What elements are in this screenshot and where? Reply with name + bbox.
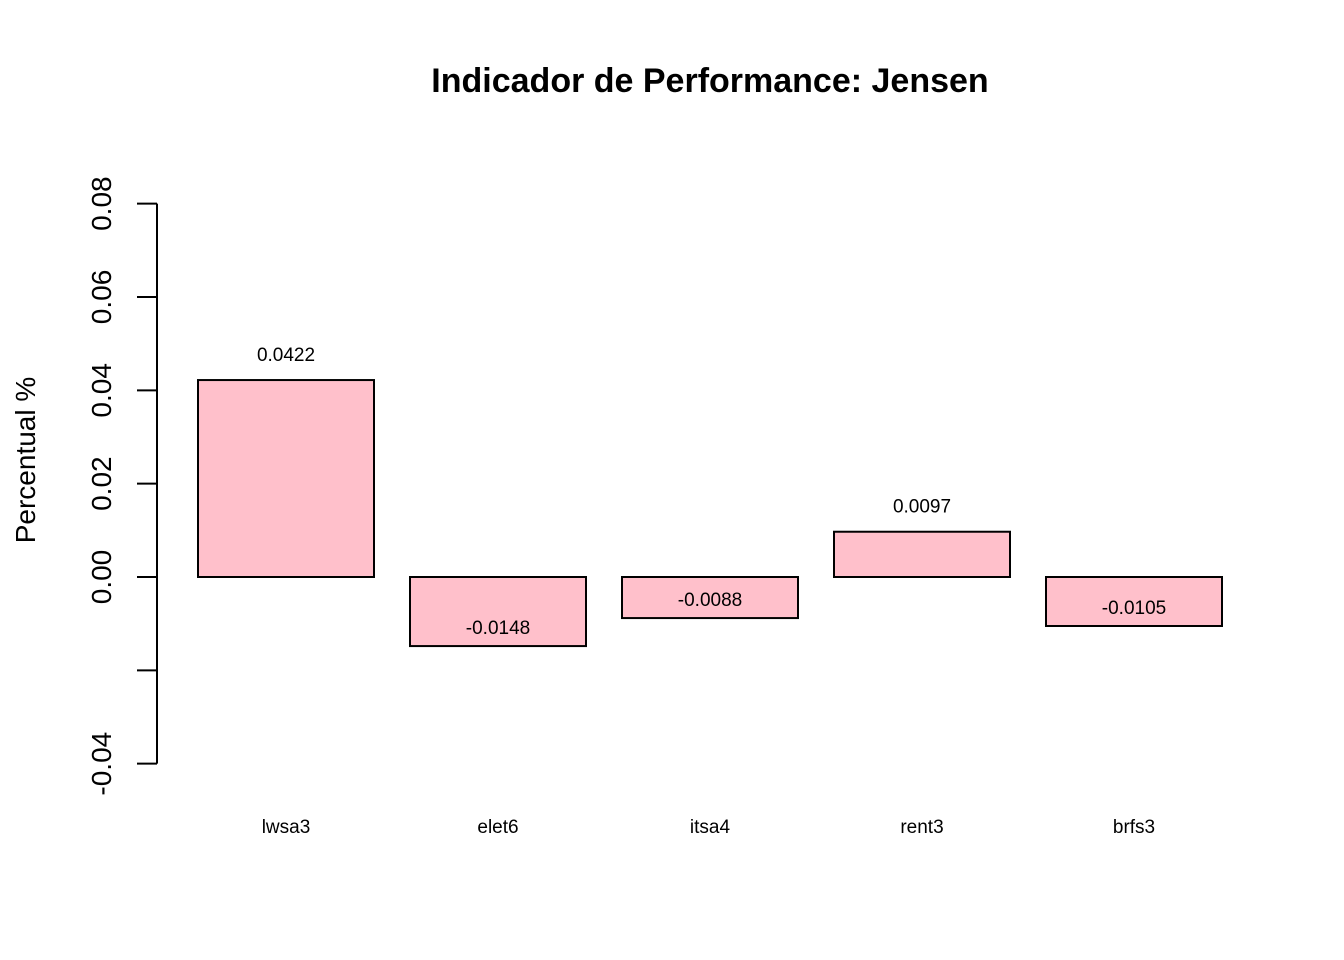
y-axis: -0.04 0.00 0.02 0.04 0.06 0.08 [86,176,158,796]
y-tick-label: 0.00 [86,550,117,605]
bar-rent3 [833,530,1011,579]
y-axis-label: Percentual % [10,377,41,544]
data-label-lwsa3: 0.0422 [257,345,315,366]
category-label-rent3: rent3 [900,817,943,838]
y-tick-label: 0.06 [86,270,117,325]
data-labels-group: 0.0422 -0.0148 -0.0088 0.0097 -0.0105 [257,345,1166,639]
category-label-itsa4: itsa4 [690,817,731,838]
bar-lwsa3 [197,379,375,579]
chart-title: Indicador de Performance: Jensen [431,62,988,100]
y-tick-label: -0.04 [86,732,117,796]
data-label-brfs3: -0.0105 [1102,598,1166,619]
data-label-itsa4: -0.0088 [678,590,742,611]
bar-itsa4 [621,576,799,620]
y-tick-label: 0.04 [86,363,117,418]
data-label-rent3: 0.0097 [893,497,951,518]
data-label-elet6: -0.0148 [466,618,530,639]
y-tick-label: 0.08 [86,176,117,231]
bars-group [197,379,1223,648]
category-label-brfs3: brfs3 [1113,817,1155,838]
bar-brfs3 [1045,576,1223,628]
category-label-elet6: elet6 [477,817,518,838]
bar-elet6 [409,576,587,648]
y-tick-label: 0.02 [86,456,117,511]
category-label-lwsa3: lwsa3 [262,817,311,838]
category-labels-group: lwsa3 elet6 itsa4 rent3 brfs3 [262,817,1155,838]
